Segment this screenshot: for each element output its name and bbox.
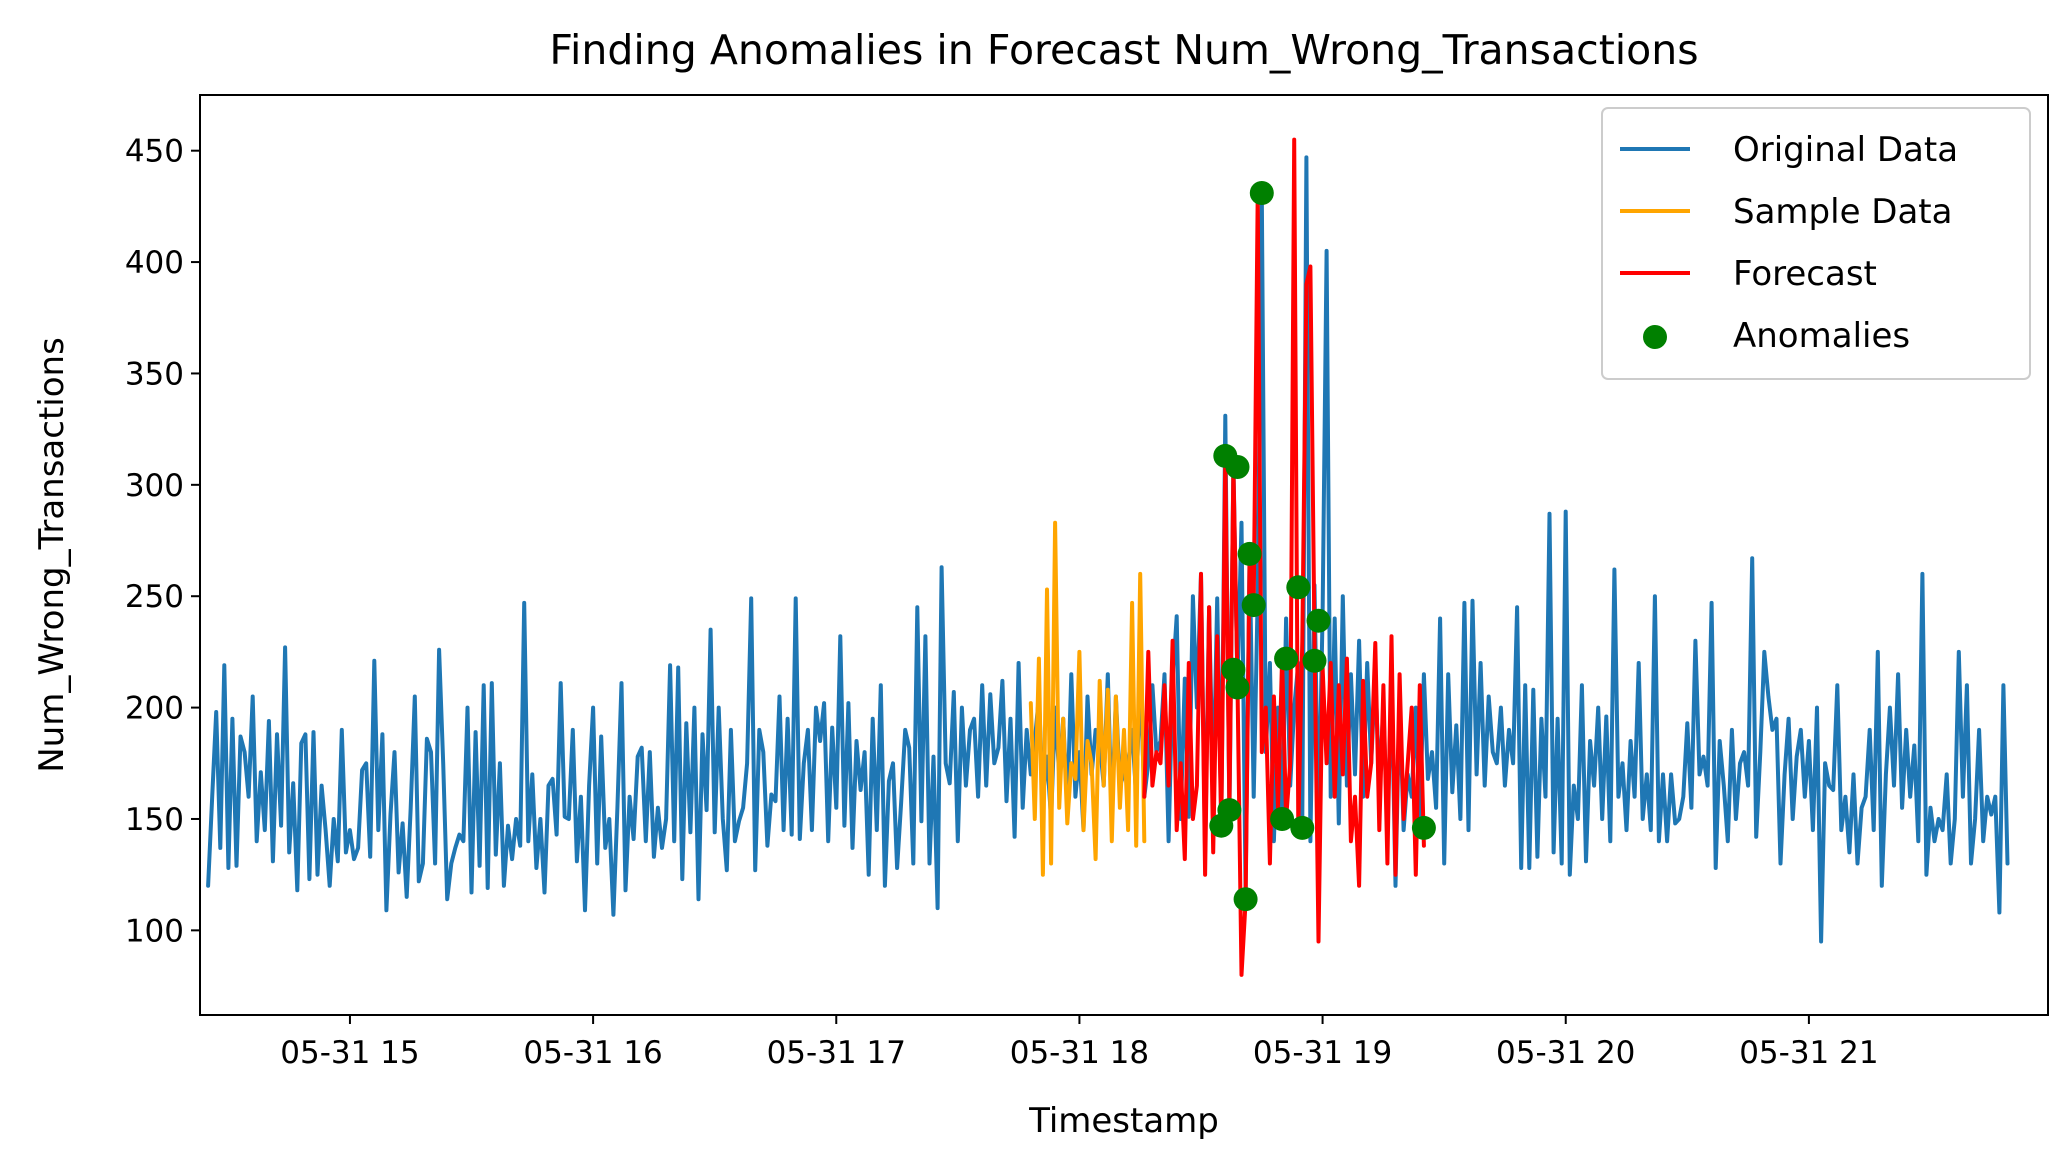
anomaly-point xyxy=(1241,593,1266,618)
anomaly-point xyxy=(1411,815,1436,840)
anomaly-point xyxy=(1225,455,1250,479)
anomaly-point xyxy=(1249,181,1274,205)
y-tick-label: 150 xyxy=(125,802,184,838)
y-tick-label: 200 xyxy=(125,691,184,727)
legend-label-forecast: Forecast xyxy=(1733,254,1877,294)
y-tick-label: 350 xyxy=(125,356,184,392)
anomaly-point xyxy=(1225,675,1250,700)
x-tick-label: 05-31 19 xyxy=(1253,1035,1392,1071)
anomaly-point xyxy=(1290,815,1315,840)
anomaly-point xyxy=(1233,887,1258,912)
sample-data-line xyxy=(1028,520,1147,877)
y-tick-label: 250 xyxy=(125,579,184,615)
x-tick-label: 05-31 21 xyxy=(1739,1035,1878,1071)
anomaly-point xyxy=(1274,646,1299,671)
anomaly-point xyxy=(1209,813,1234,838)
x-axis-label: Timestamp xyxy=(1028,1101,1219,1141)
legend-swatch-anomalies xyxy=(1643,325,1667,349)
original-data-line xyxy=(206,155,2010,944)
y-tick-label: 100 xyxy=(125,913,184,949)
y-tick-label: 300 xyxy=(125,468,184,504)
anomaly-point xyxy=(1286,575,1311,600)
legend-label-original-data: Original Data xyxy=(1733,130,1958,170)
plot-area-frame xyxy=(199,94,2049,1016)
legend-label-anomalies: Anomalies xyxy=(1733,316,1910,356)
legend-label-sample-data: Sample Data xyxy=(1733,192,1952,232)
x-tick-label: 05-31 16 xyxy=(523,1035,662,1071)
chart-title: Finding Anomalies in Forecast Num_Wrong_… xyxy=(549,26,1698,74)
y-tick-label: 400 xyxy=(125,245,184,281)
x-tick-label: 05-31 17 xyxy=(767,1035,906,1071)
anomaly-point xyxy=(1237,541,1262,566)
anomaly-point xyxy=(1270,807,1295,831)
x-tick-label: 05-31 20 xyxy=(1496,1035,1635,1071)
anomaly-point xyxy=(1306,608,1331,633)
legend-box xyxy=(1601,107,2031,380)
x-tick-label: 05-31 18 xyxy=(1010,1035,1149,1071)
y-axis-label: Num_Wrong_Transactions xyxy=(32,337,72,773)
anomaly-point xyxy=(1302,648,1327,673)
y-tick-label: 450 xyxy=(125,134,184,170)
forecast-line xyxy=(1142,137,1426,977)
x-tick-label: 05-31 15 xyxy=(280,1035,419,1071)
legend: Original Data Sample Data Forecast Anomalie… xyxy=(1601,107,2031,380)
